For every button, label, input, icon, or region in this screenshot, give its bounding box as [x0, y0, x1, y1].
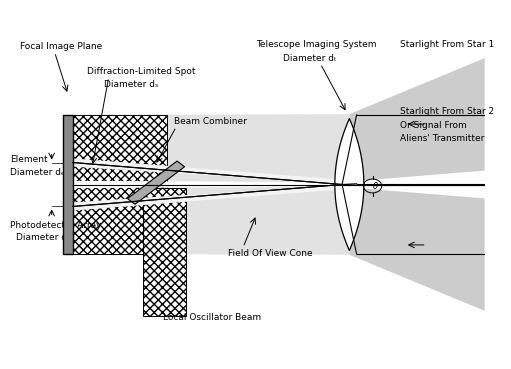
Text: Local Oscillator Beam: Local Oscillator Beam: [164, 313, 262, 321]
Polygon shape: [350, 187, 484, 311]
Text: Beam Combiner: Beam Combiner: [174, 117, 247, 126]
Polygon shape: [73, 184, 350, 210]
Polygon shape: [73, 181, 350, 188]
Text: Diameter dₛ: Diameter dₛ: [104, 80, 159, 89]
Polygon shape: [350, 58, 484, 182]
Text: Diameter dₐ: Diameter dₐ: [16, 234, 71, 242]
Text: Or Signal From: Or Signal From: [400, 121, 467, 130]
Polygon shape: [73, 159, 350, 184]
Text: $\theta$: $\theta$: [372, 180, 379, 192]
Text: Diameter dₑ: Diameter dₑ: [10, 168, 65, 176]
Text: Field Of View Cone: Field Of View Cone: [227, 249, 312, 258]
Text: Starlight From Star 1: Starlight From Star 1: [400, 40, 494, 49]
Polygon shape: [73, 159, 350, 184]
Polygon shape: [128, 161, 184, 204]
Text: Diameter dₜ: Diameter dₜ: [283, 54, 336, 63]
Text: Aliens' Transmitter: Aliens' Transmitter: [400, 134, 484, 143]
Text: Focal Image Plane: Focal Image Plane: [20, 42, 102, 51]
Bar: [143, 188, 185, 316]
Polygon shape: [73, 114, 350, 255]
Text: Starlight From Star 2: Starlight From Star 2: [400, 107, 494, 117]
Text: Photodetector Array: Photodetector Array: [10, 221, 102, 230]
Polygon shape: [335, 118, 364, 251]
Bar: [73, 115, 167, 254]
Text: Diffraction-Limited Spot: Diffraction-Limited Spot: [87, 67, 196, 76]
Bar: [63, 115, 73, 254]
Text: Element: Element: [10, 155, 48, 164]
Polygon shape: [73, 184, 350, 210]
Text: Telescope Imaging System: Telescope Imaging System: [257, 40, 377, 49]
